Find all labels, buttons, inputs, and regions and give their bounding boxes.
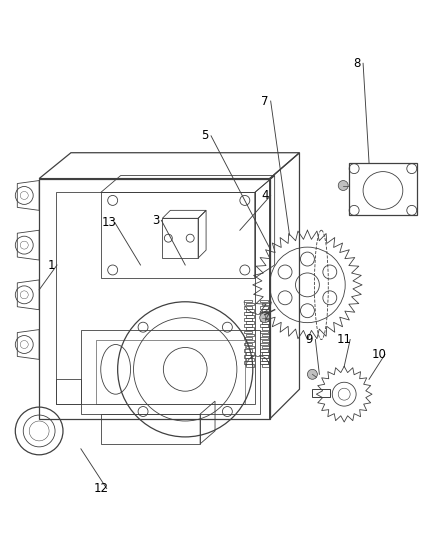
Bar xyxy=(246,334,254,336)
Bar xyxy=(260,337,268,339)
Bar xyxy=(260,312,268,314)
Text: 3: 3 xyxy=(152,214,159,227)
Bar xyxy=(312,389,330,397)
Bar xyxy=(246,309,254,312)
Bar xyxy=(244,306,252,309)
Bar xyxy=(246,364,254,367)
Bar xyxy=(262,309,270,312)
Bar xyxy=(244,300,252,302)
Bar xyxy=(246,358,254,361)
Text: 13: 13 xyxy=(101,216,116,229)
Text: 11: 11 xyxy=(337,333,352,346)
Bar xyxy=(262,303,270,305)
Text: 12: 12 xyxy=(93,482,108,495)
Text: 8: 8 xyxy=(353,57,361,70)
Bar xyxy=(260,300,268,302)
Bar xyxy=(262,352,270,354)
Text: 4: 4 xyxy=(261,189,268,202)
Bar xyxy=(260,318,268,321)
Text: 5: 5 xyxy=(201,130,209,142)
Bar xyxy=(246,352,254,354)
Bar xyxy=(244,318,252,321)
Text: 10: 10 xyxy=(371,348,386,361)
Bar xyxy=(262,346,270,349)
Bar xyxy=(246,321,254,324)
Bar xyxy=(246,303,254,305)
Bar xyxy=(260,355,268,358)
Bar xyxy=(262,358,270,361)
Bar xyxy=(244,337,252,339)
Text: 7: 7 xyxy=(261,94,268,108)
Bar xyxy=(262,315,270,318)
Bar xyxy=(260,361,268,364)
Text: 9: 9 xyxy=(306,333,313,346)
Bar xyxy=(262,340,270,342)
Bar xyxy=(262,364,270,367)
Bar xyxy=(244,312,252,314)
Bar xyxy=(244,325,252,327)
Bar xyxy=(246,346,254,349)
Bar xyxy=(246,340,254,342)
Bar xyxy=(246,315,254,318)
Bar xyxy=(260,349,268,352)
Bar xyxy=(260,306,268,309)
Bar xyxy=(260,325,268,327)
Bar xyxy=(244,330,252,333)
Bar xyxy=(246,327,254,330)
Bar xyxy=(260,330,268,333)
Bar xyxy=(244,343,252,345)
Circle shape xyxy=(338,181,348,190)
Bar xyxy=(260,343,268,345)
Bar xyxy=(244,349,252,352)
Circle shape xyxy=(307,369,318,379)
Text: 1: 1 xyxy=(47,259,55,271)
Bar xyxy=(244,355,252,358)
Bar xyxy=(244,361,252,364)
Circle shape xyxy=(260,313,270,322)
Bar xyxy=(262,327,270,330)
Bar xyxy=(262,321,270,324)
Bar xyxy=(262,334,270,336)
